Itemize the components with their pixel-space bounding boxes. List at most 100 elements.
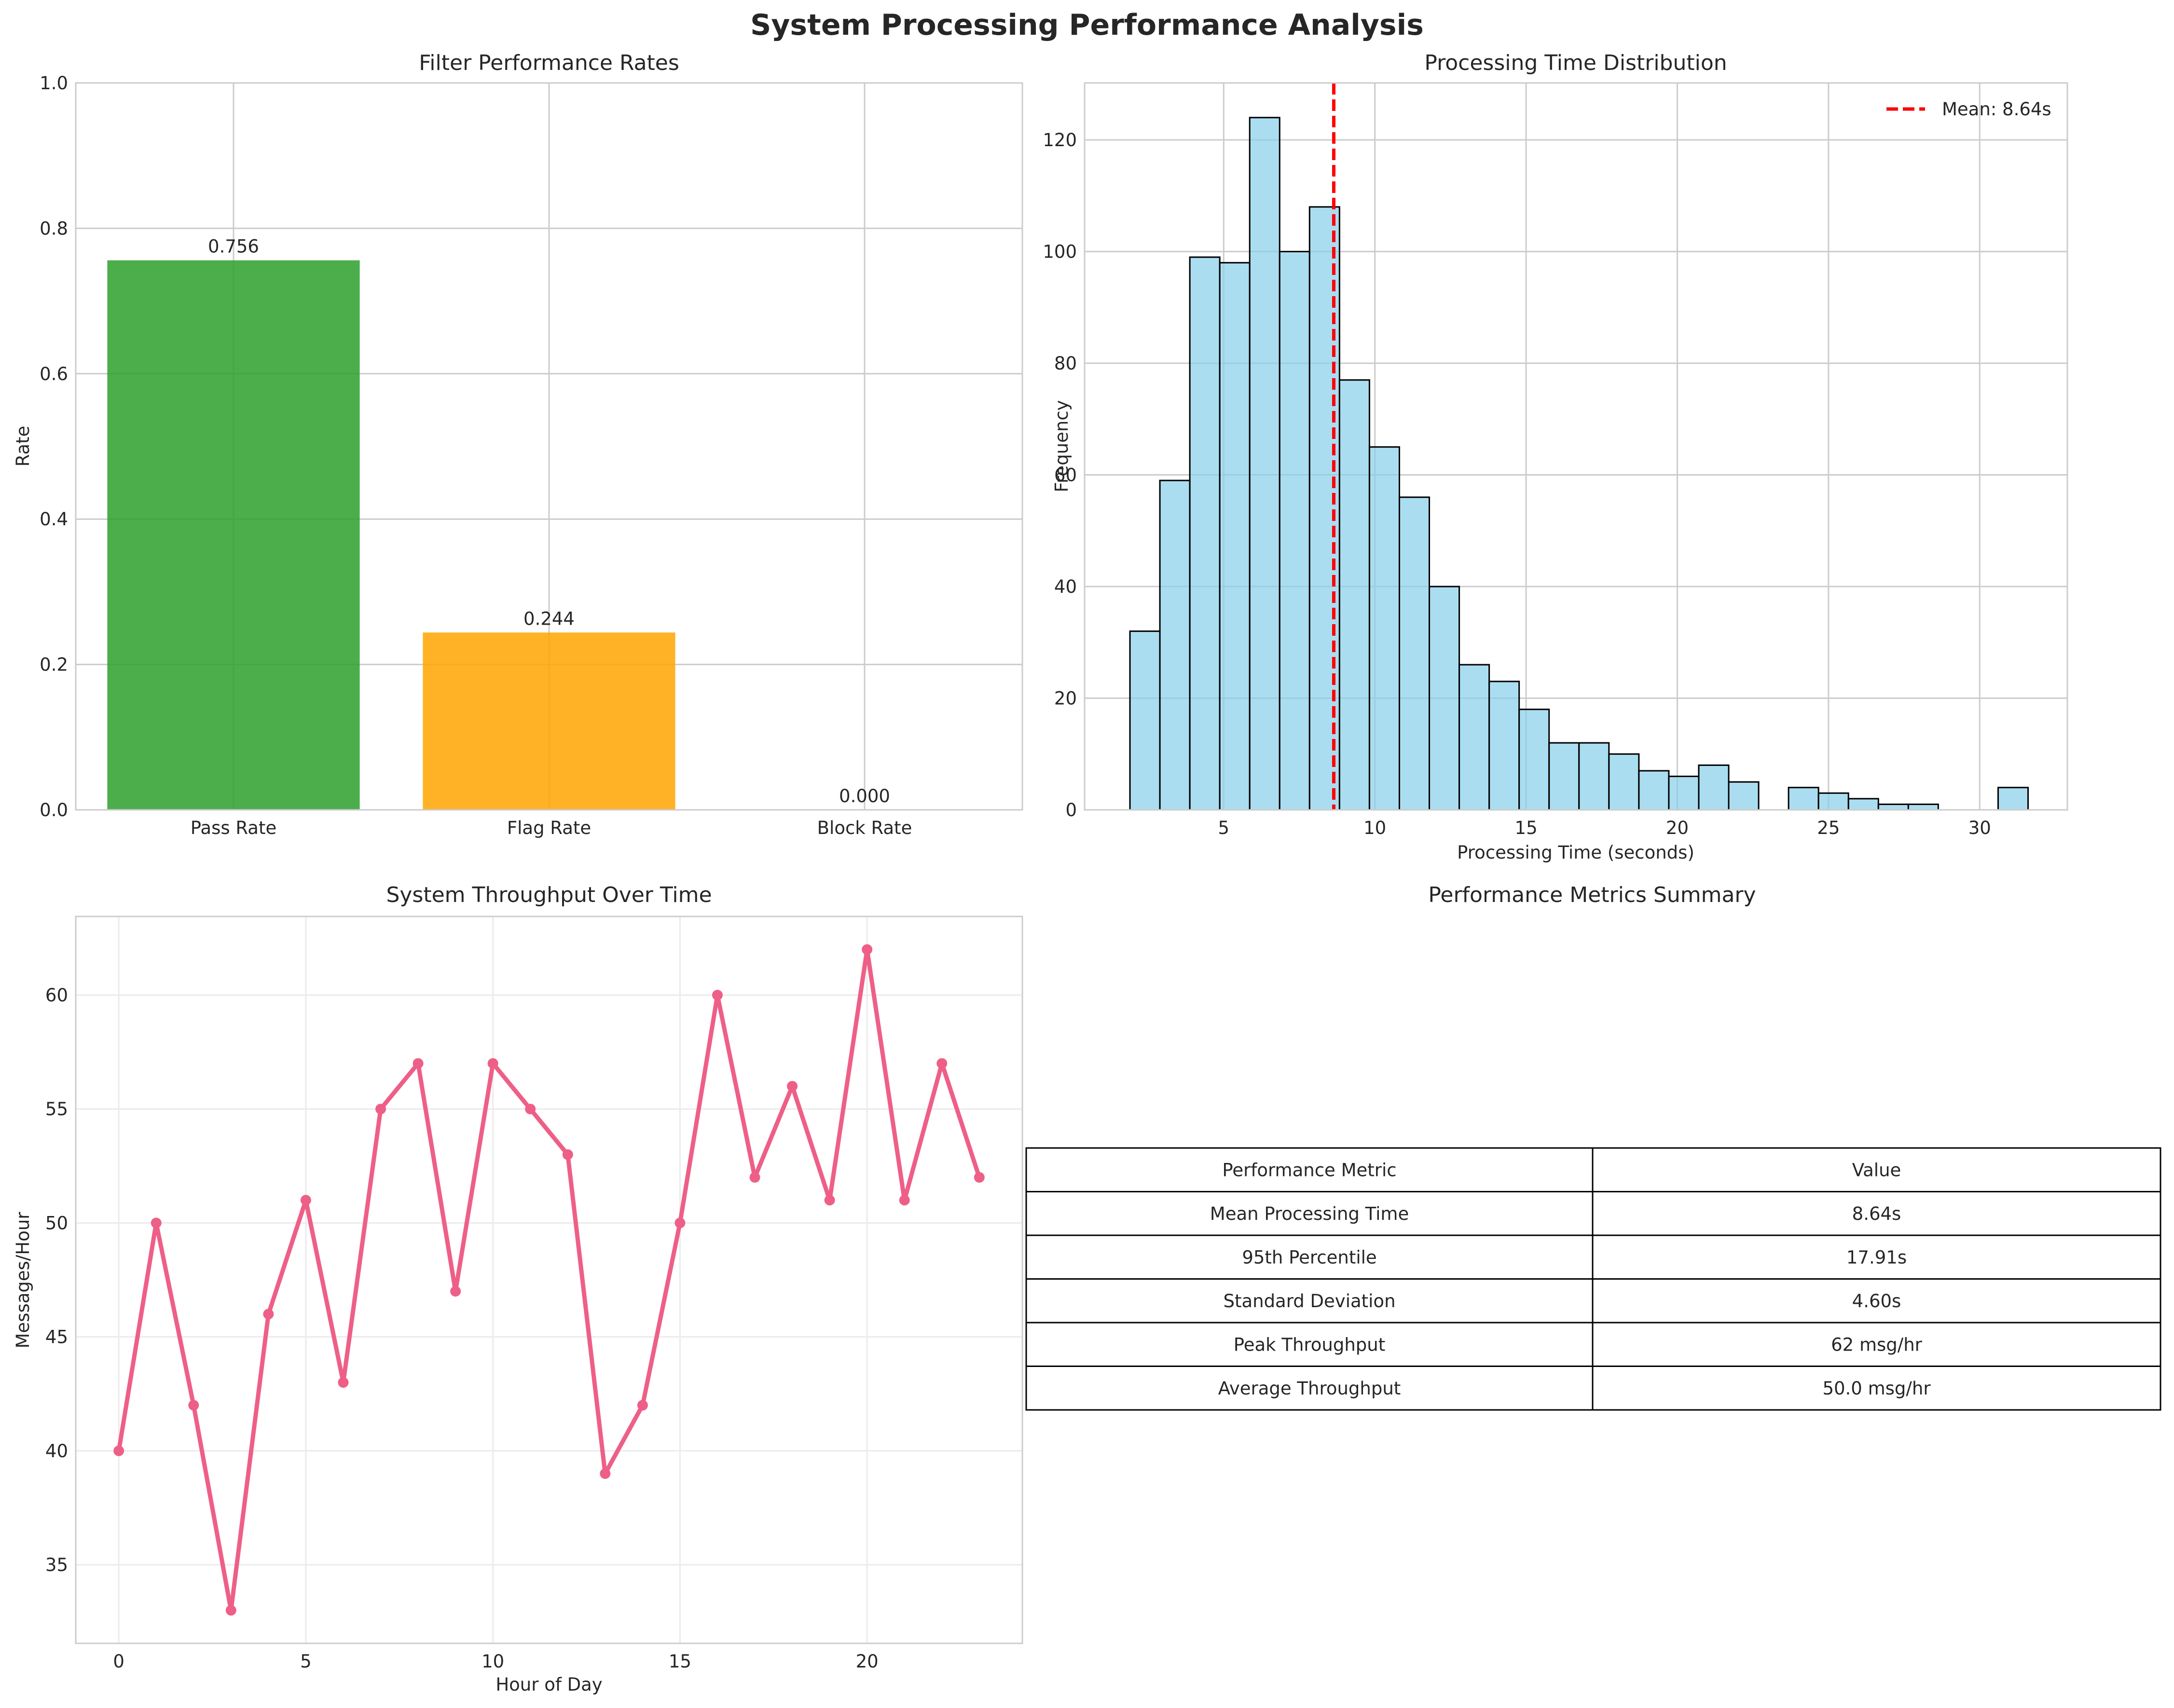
line-data-point xyxy=(936,1058,948,1069)
histogram-bin xyxy=(1429,586,1460,811)
histogram-bin xyxy=(1398,496,1431,811)
table-cell xyxy=(1025,1322,1594,1367)
line-data-point xyxy=(300,1195,311,1206)
histogram-bin xyxy=(1608,753,1640,811)
line-chart-xtick: 10 xyxy=(482,1651,504,1672)
bar-chart-ylabel: Rate xyxy=(13,426,33,467)
bar-chart-bars: 0.756 0.244 0.000 xyxy=(107,236,890,810)
histogram-title: Processing Time Distribution xyxy=(1424,51,1727,75)
table-cell xyxy=(1592,1366,2161,1411)
bar-chart-ytick: 1.0 xyxy=(40,73,68,94)
table-cell-value: 4.60s xyxy=(1852,1291,1901,1312)
bar-chart-xtick: Block Rate xyxy=(817,818,912,838)
histogram-bin xyxy=(1518,709,1550,811)
histogram-bin xyxy=(1907,803,1939,811)
line-data-point xyxy=(749,1172,760,1183)
histogram-ytick: 60 xyxy=(1054,465,1077,486)
bar-chart-xtick: Pass Rate xyxy=(191,818,276,838)
line-chart-panel: 0 5 10 15 20 35 40 45 50 55 60 System Throughput O… xyxy=(13,883,1023,1695)
histogram-bin xyxy=(1129,630,1161,811)
line-data-point xyxy=(824,1195,835,1206)
line-chart-ytick: 55 xyxy=(45,1099,68,1120)
histogram-ytick: 80 xyxy=(1054,353,1077,374)
histogram-ytick: 20 xyxy=(1054,688,1077,709)
line-data-point xyxy=(450,1286,461,1297)
bar-chart-ytick: 0.4 xyxy=(40,509,68,530)
histogram-legend: Mean: 8.64s xyxy=(1886,99,2051,120)
line-data-point xyxy=(862,944,873,955)
histogram-ytick: 0 xyxy=(1065,800,1077,820)
table-title: Performance Metrics Summary xyxy=(1428,883,1756,907)
line-data-point xyxy=(712,989,723,1000)
line-data-point xyxy=(413,1058,424,1069)
line-chart-ytick: 45 xyxy=(45,1327,68,1348)
table-cell-value: 17.91s xyxy=(1846,1247,1907,1268)
histogram-ticks: 5 10 15 20 25 30 0 20 40 60 80 100 120 xyxy=(1043,130,1991,838)
line-data-point xyxy=(263,1309,274,1320)
histogram-bin xyxy=(1728,781,1760,811)
line-data-point xyxy=(637,1400,648,1411)
histogram-bin xyxy=(1578,742,1610,811)
line-data-point xyxy=(600,1468,611,1479)
histogram-bin xyxy=(1668,776,1700,811)
line-chart-frame xyxy=(75,915,1023,1644)
histogram-bin xyxy=(1877,803,1909,811)
histogram-bin xyxy=(1638,770,1670,811)
bar-value-label: 0.244 xyxy=(523,608,575,629)
bar-chart-ytick: 0.8 xyxy=(40,218,68,239)
table-cell-value: 62 msg/hr xyxy=(1831,1334,1923,1355)
bar-flag-rate xyxy=(423,632,675,810)
throughput-series-points xyxy=(113,944,985,1616)
line-data-point xyxy=(899,1195,910,1206)
histogram-bin xyxy=(1788,787,1819,811)
line-chart-ytick: 50 xyxy=(45,1213,68,1233)
histogram-bin xyxy=(1338,379,1370,811)
line-chart-grid xyxy=(76,916,1022,1643)
histogram-xtick: 20 xyxy=(1666,818,1689,838)
line-data-point xyxy=(113,1445,124,1456)
line-data-point xyxy=(375,1104,386,1115)
table-cell-metric: Mean Processing Time xyxy=(1210,1203,1409,1224)
histogram-bin xyxy=(1279,251,1310,811)
bar-chart-ticks: 0.0 0.2 0.4 0.6 0.8 1.0 Pass Rate Flag Rate Bloc… xyxy=(40,73,912,838)
histogram-ylabel: Frequency xyxy=(1051,400,1072,492)
histogram-bin xyxy=(1368,446,1400,811)
table-cell-value: 50.0 msg/hr xyxy=(1822,1378,1931,1399)
histogram-bin xyxy=(1459,664,1490,811)
line-chart-ytick: 60 xyxy=(45,985,68,1006)
histogram-xlabel: Processing Time (seconds) xyxy=(1457,842,1694,863)
histogram-bin xyxy=(1817,792,1849,811)
histogram-xtick: 30 xyxy=(1968,818,1991,838)
line-data-point xyxy=(562,1149,573,1160)
histogram-xtick: 25 xyxy=(1817,818,1840,838)
line-chart-xtick: 0 xyxy=(113,1651,124,1672)
line-data-point xyxy=(674,1217,686,1229)
line-data-point xyxy=(188,1400,199,1411)
histogram-xtick: 5 xyxy=(1218,818,1230,838)
line-chart-title: System Throughput Over Time xyxy=(386,883,712,907)
histogram-bin xyxy=(1847,798,1879,811)
bar-value-label: 0.756 xyxy=(208,236,259,257)
histogram-bin xyxy=(1159,479,1191,811)
table-cell xyxy=(1025,1366,1594,1411)
histogram-xtick: 15 xyxy=(1515,818,1538,838)
line-data-point xyxy=(487,1058,498,1069)
bar-value-label: 0.000 xyxy=(839,786,890,806)
throughput-series-line xyxy=(116,947,982,1612)
histogram-bin xyxy=(1219,262,1251,811)
histogram-ytick: 40 xyxy=(1054,576,1077,597)
table-cell xyxy=(1025,1191,1594,1236)
figure-title: System Processing Performance Analysis xyxy=(750,8,1424,42)
histogram-bin xyxy=(1997,787,2029,811)
table-cell xyxy=(1592,1234,2161,1280)
line-chart-ytick: 40 xyxy=(45,1441,68,1462)
table-cell-metric: Standard Deviation xyxy=(1223,1291,1395,1312)
histogram-bin xyxy=(1698,764,1730,811)
line-data-point xyxy=(525,1104,536,1115)
line-chart-xtick: 5 xyxy=(300,1651,312,1672)
table-cell-value: 8.64s xyxy=(1852,1203,1901,1224)
table-cell xyxy=(1592,1191,2161,1236)
table-cell xyxy=(1592,1147,2161,1192)
bar-chart-ytick: 0.2 xyxy=(40,655,68,675)
